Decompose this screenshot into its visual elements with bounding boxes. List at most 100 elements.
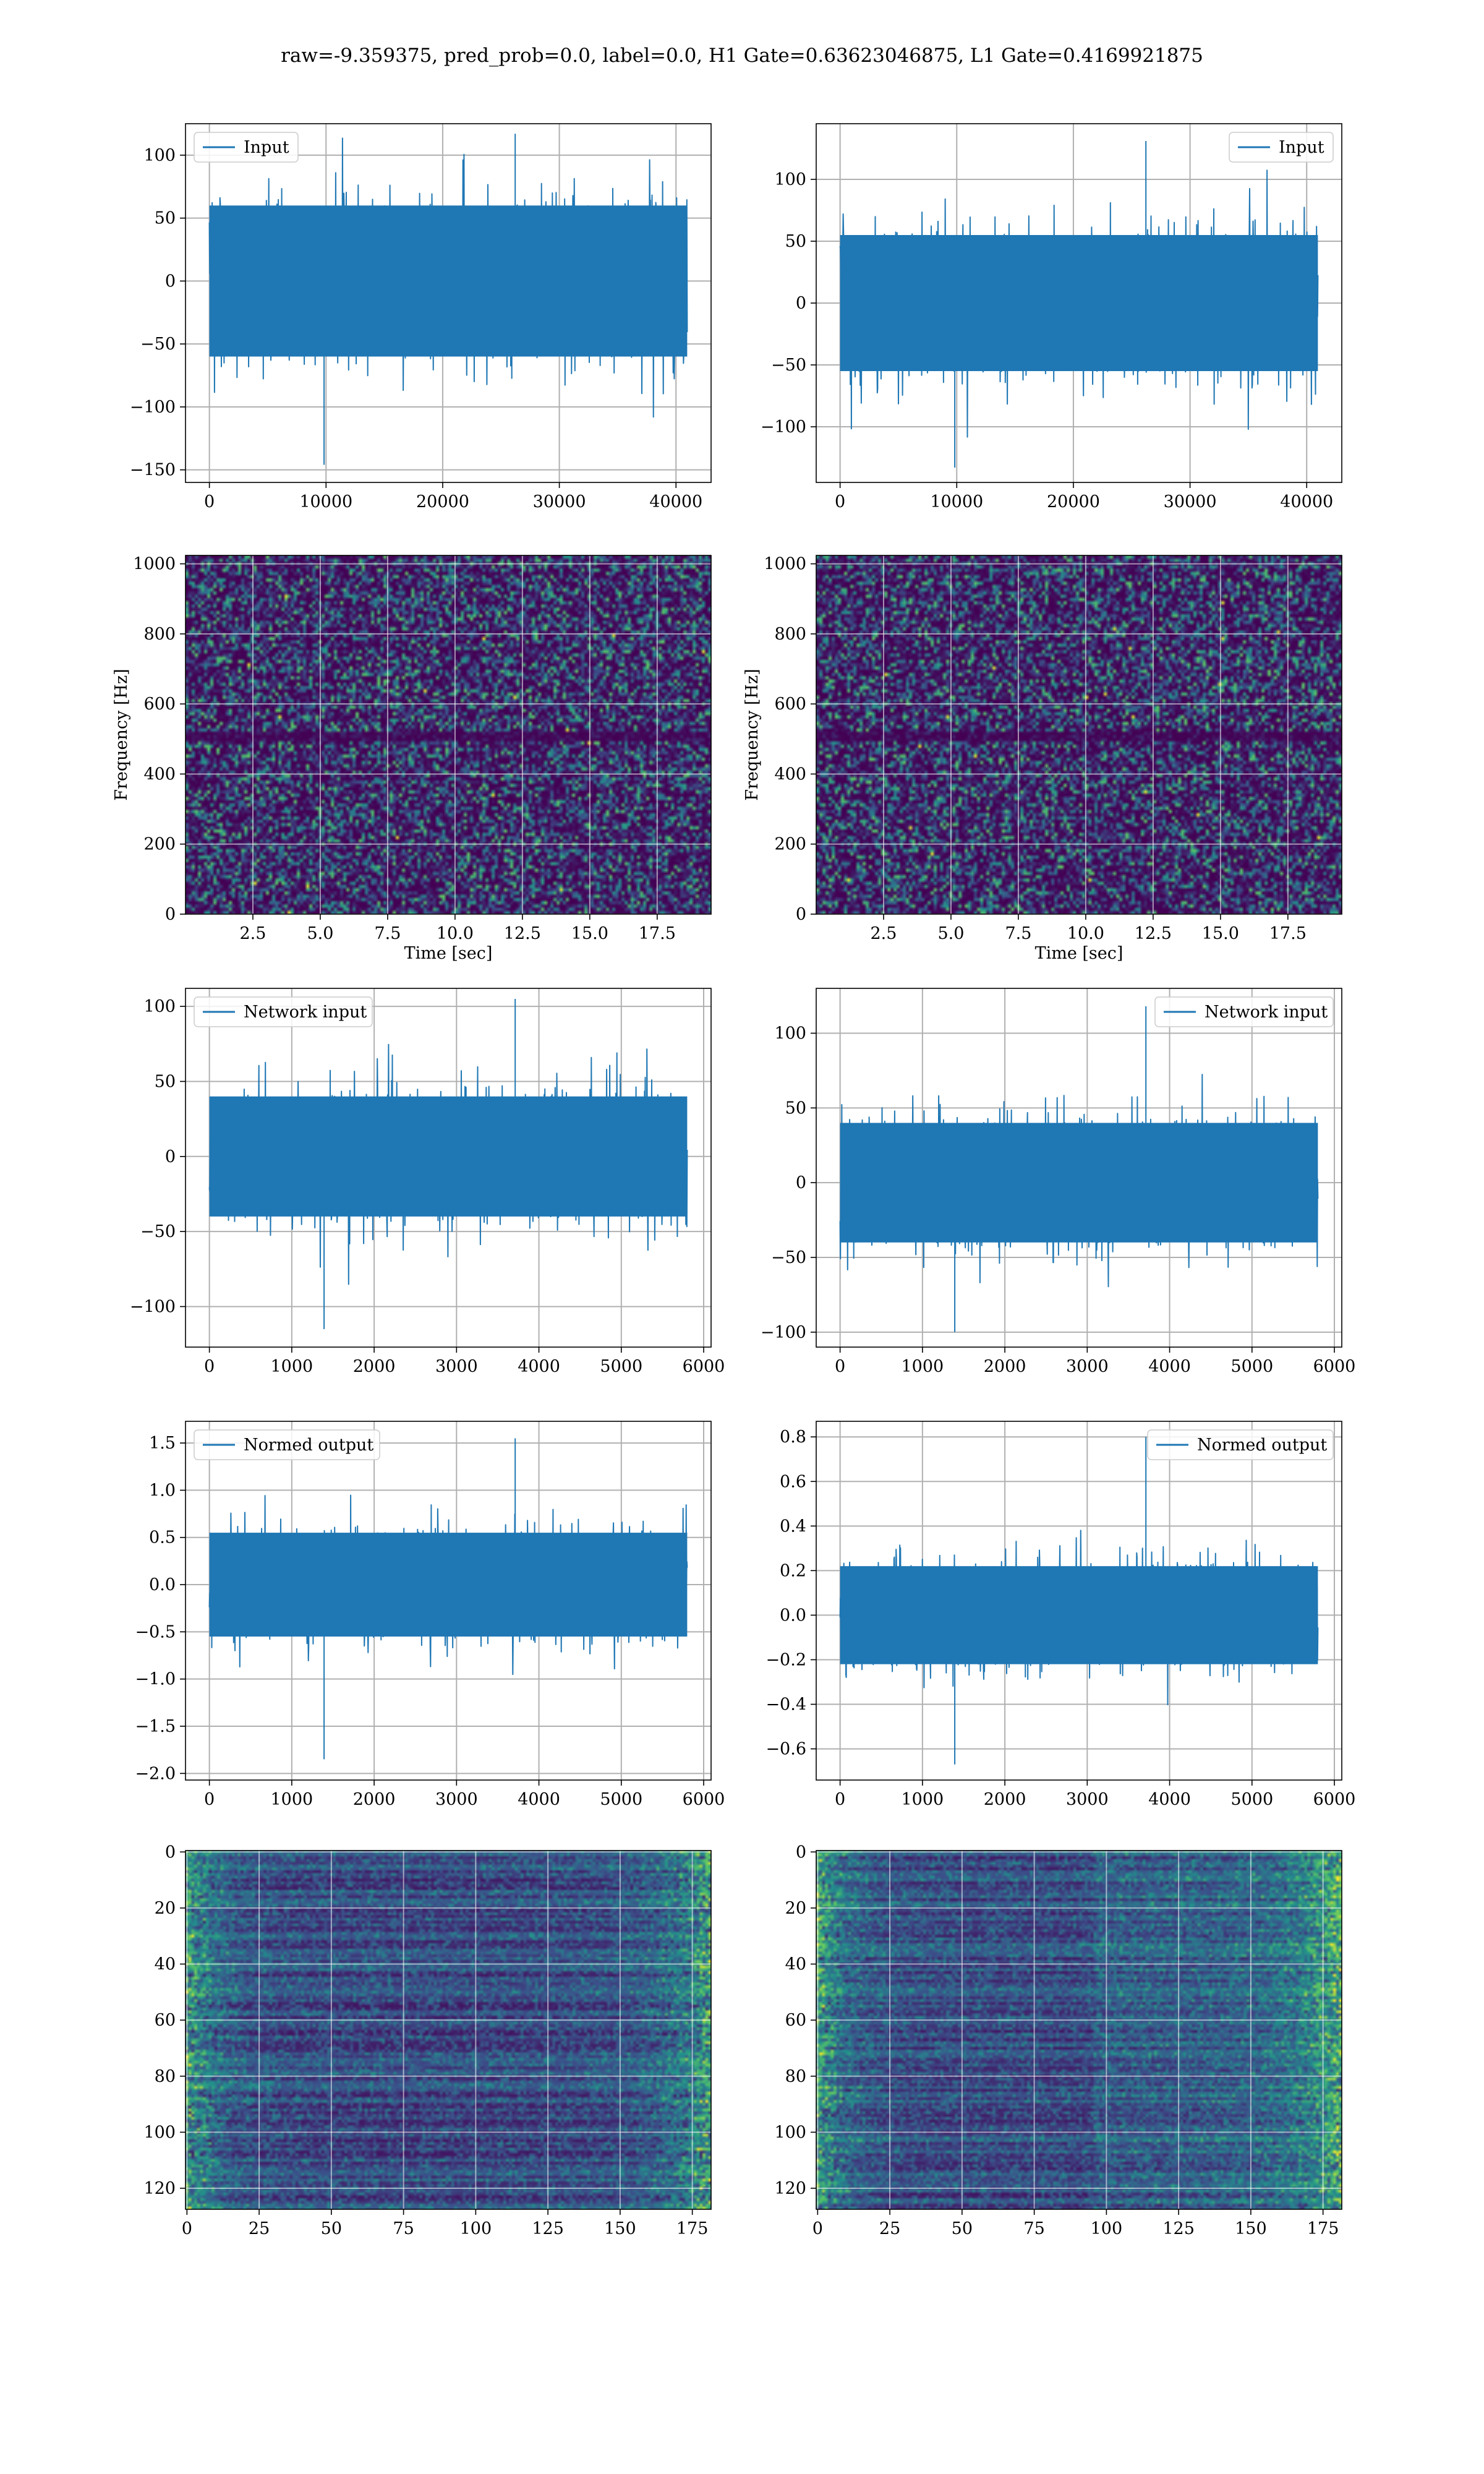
signal-band [209, 1533, 688, 1637]
x-tick-label: 2000 [353, 1357, 396, 1376]
heatmap-image [816, 555, 1342, 914]
x-tick-label: 20000 [1047, 492, 1100, 511]
y-tick-label: −50 [140, 335, 176, 354]
y-tick-label: 400 [774, 764, 806, 784]
x-tick-label: 30000 [533, 492, 586, 511]
y-tick-label: −100 [761, 417, 806, 437]
x-axis-label: Time [sec] [404, 944, 493, 963]
x-tick-label: 50 [952, 2219, 973, 2238]
legend-box [194, 996, 373, 1027]
x-tick-label: 20000 [416, 492, 469, 511]
legend: Normed output [1147, 1429, 1334, 1460]
y-tick-label: 0.6 [780, 1472, 806, 1491]
legend: Network input [1154, 996, 1334, 1027]
grid-lines [186, 555, 711, 914]
x-tick-label: 6000 [683, 1790, 725, 1809]
subplot-network-input-h1: 0 1000 2000 3000 4000 5000 6000 −100 −50 0 50 100 Ne… [130, 988, 725, 1376]
x-tick-label: 75 [1023, 2219, 1044, 2238]
legend: Network input [194, 996, 373, 1027]
signal-band [209, 1096, 688, 1217]
x-tick-label: 10.0 [437, 924, 474, 943]
y-tick-label: 400 [143, 764, 176, 784]
y-tick-label: 80 [155, 2067, 176, 2086]
figure-title: raw=-9.359375, pred_prob=0.0, label=0.0,… [281, 45, 1203, 67]
x-tick-label: 7.5 [374, 924, 401, 943]
y-tick-label: 0 [796, 294, 806, 313]
x-tick-label: 2000 [984, 1790, 1026, 1809]
y-tick-label: −50 [140, 1222, 176, 1241]
y-tick-label: 0.2 [780, 1561, 806, 1580]
x-tick-label: 2000 [984, 1357, 1026, 1376]
subplot-network-input-l1: 0 1000 2000 3000 4000 5000 6000 −100 −50 0 50 100 Ne… [761, 988, 1356, 1376]
y-tick-label: 50 [155, 209, 176, 228]
y-tick-label: −100 [130, 398, 176, 417]
subplot-spectrogram-h1: 2.5 5.0 7.5 10.0 12.5 15.0 17.5 0 200 400 600 800 10… [112, 555, 712, 963]
legend-label: Normed output [1197, 1436, 1327, 1455]
subplot-feature-map-l1: 0 25 50 75 100 125 150 175 0 20 40 60 80 100 120 [774, 1843, 1342, 2238]
y-tick-label: 100 [774, 170, 806, 189]
x-tick-label: 5000 [1230, 1790, 1273, 1809]
x-tick-label: 0 [204, 492, 215, 511]
x-tick-label: 17.5 [1269, 924, 1307, 943]
x-tick-label: 40000 [1280, 492, 1333, 511]
grid-lines [816, 1851, 1342, 2209]
y-tick-label: 100 [774, 1024, 806, 1043]
x-tick-label: 5.0 [937, 924, 964, 943]
x-tick-label: 125 [532, 2219, 564, 2238]
x-tick-label: 50 [321, 2219, 342, 2238]
y-tick-label: 0 [165, 1147, 176, 1166]
x-tick-label: 0 [812, 2219, 823, 2238]
x-tick-label: 15.0 [571, 924, 608, 943]
legend-label: Normed output [244, 1436, 373, 1455]
y-tick-label: 60 [785, 2011, 806, 2030]
y-tick-label: 60 [155, 2011, 176, 2030]
x-tick-label: 0 [835, 492, 845, 511]
axes-frame [185, 988, 712, 1348]
y-tick-label: 800 [143, 625, 176, 644]
signal-band [209, 205, 688, 357]
x-tick-label: 40000 [649, 492, 702, 511]
x-tick-label: 5000 [600, 1790, 642, 1809]
signal-band [840, 1123, 1318, 1243]
y-tick-label: 40 [155, 1955, 176, 1974]
legend-box [194, 1429, 380, 1460]
x-tick-label: 3000 [1066, 1357, 1109, 1376]
y-tick-label: 0 [165, 905, 176, 924]
subplot-normed-output-l1: 0 1000 2000 3000 4000 5000 6000 −0.6 −0.4 −0.2 0.0… [765, 1421, 1355, 1809]
y-tick-label: −100 [761, 1323, 806, 1342]
axes-frame [816, 555, 1342, 915]
x-tick-label: 3000 [1066, 1790, 1109, 1809]
legend-box [1147, 1429, 1334, 1460]
axes-frame [185, 1850, 712, 2210]
y-tick-label: 100 [774, 2123, 806, 2142]
x-tick-label: 125 [1162, 2219, 1195, 2238]
y-tick-label: 0 [796, 1173, 806, 1192]
x-tick-label: 0 [204, 1357, 215, 1376]
axes-frame [816, 1850, 1342, 2210]
y-tick-label: 80 [785, 2067, 806, 2086]
legend-label: Network input [1205, 1003, 1328, 1022]
grid-lines [186, 1851, 711, 2209]
x-tick-label: 100 [460, 2219, 492, 2238]
axes-frame [816, 1421, 1342, 1781]
x-tick-label: 3000 [435, 1357, 478, 1376]
x-tick-label: 6000 [683, 1357, 725, 1376]
y-tick-label: −100 [130, 1297, 176, 1316]
y-axis-label: Frequency [Hz] [112, 669, 131, 800]
y-tick-label: 200 [143, 835, 176, 854]
axes-frame [185, 123, 712, 483]
y-tick-label: 1.5 [149, 1434, 176, 1453]
legend-box [194, 132, 299, 163]
y-tick-label: 600 [774, 695, 806, 714]
x-tick-label: 6000 [1313, 1357, 1356, 1376]
x-tick-label: 6000 [1313, 1790, 1356, 1809]
legend: Input [194, 132, 299, 163]
x-tick-label: 5.0 [307, 924, 333, 943]
x-tick-label: 0 [835, 1357, 845, 1376]
subplot-normed-output-h1: 0 1000 2000 3000 4000 5000 6000 −2.0 −1.5 −1.0 −0.… [135, 1421, 725, 1809]
y-tick-label: 0 [165, 272, 176, 291]
x-tick-label: 25 [879, 2219, 900, 2238]
y-tick-label: 50 [785, 1098, 806, 1118]
y-tick-label: −0.4 [765, 1695, 806, 1714]
